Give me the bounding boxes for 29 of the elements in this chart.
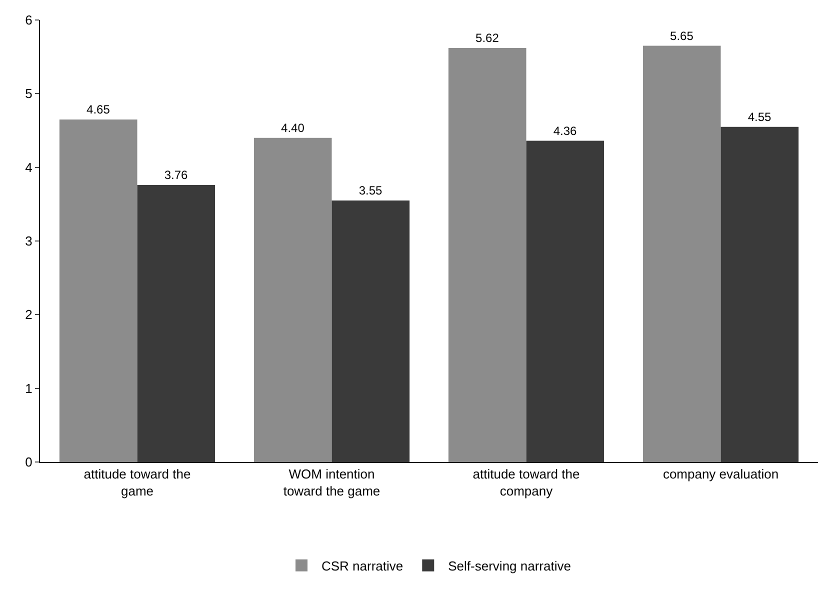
y-tick-label: 0 [25, 454, 32, 470]
data-label: 3.76 [164, 168, 188, 182]
bar [59, 119, 138, 462]
bar [448, 48, 526, 462]
bar [720, 126, 799, 462]
legend-label: CSR narrative [322, 558, 404, 574]
x-tick-label: attitude toward the game [84, 466, 191, 498]
data-label: 4.40 [281, 120, 305, 135]
bar [254, 138, 332, 462]
bar [526, 140, 604, 462]
bar [642, 46, 721, 462]
x-tick-label: WOM intention toward the game [283, 466, 380, 498]
data-label: 4.55 [748, 110, 772, 124]
data-label: 5.62 [476, 30, 500, 45]
y-tick-label: 4 [25, 160, 32, 175]
data-label: 4.36 [553, 124, 577, 138]
x-tick-label: company evaluation [662, 466, 779, 482]
data-label: 5.65 [670, 28, 694, 43]
x-tick-label: attitude toward the company [472, 466, 580, 498]
y-tick-label: 6 [25, 12, 32, 28]
bar [332, 200, 410, 462]
y-tick-label: 3 [25, 234, 32, 249]
y-tick-label: 2 [25, 307, 32, 322]
y-tick-label: 1 [25, 380, 32, 396]
data-label: 4.65 [86, 102, 110, 116]
y-tick-label: 5 [25, 86, 32, 102]
legend-label: Self-serving narrative [448, 558, 571, 574]
data-label: 3.55 [358, 183, 382, 198]
bar [137, 185, 216, 462]
